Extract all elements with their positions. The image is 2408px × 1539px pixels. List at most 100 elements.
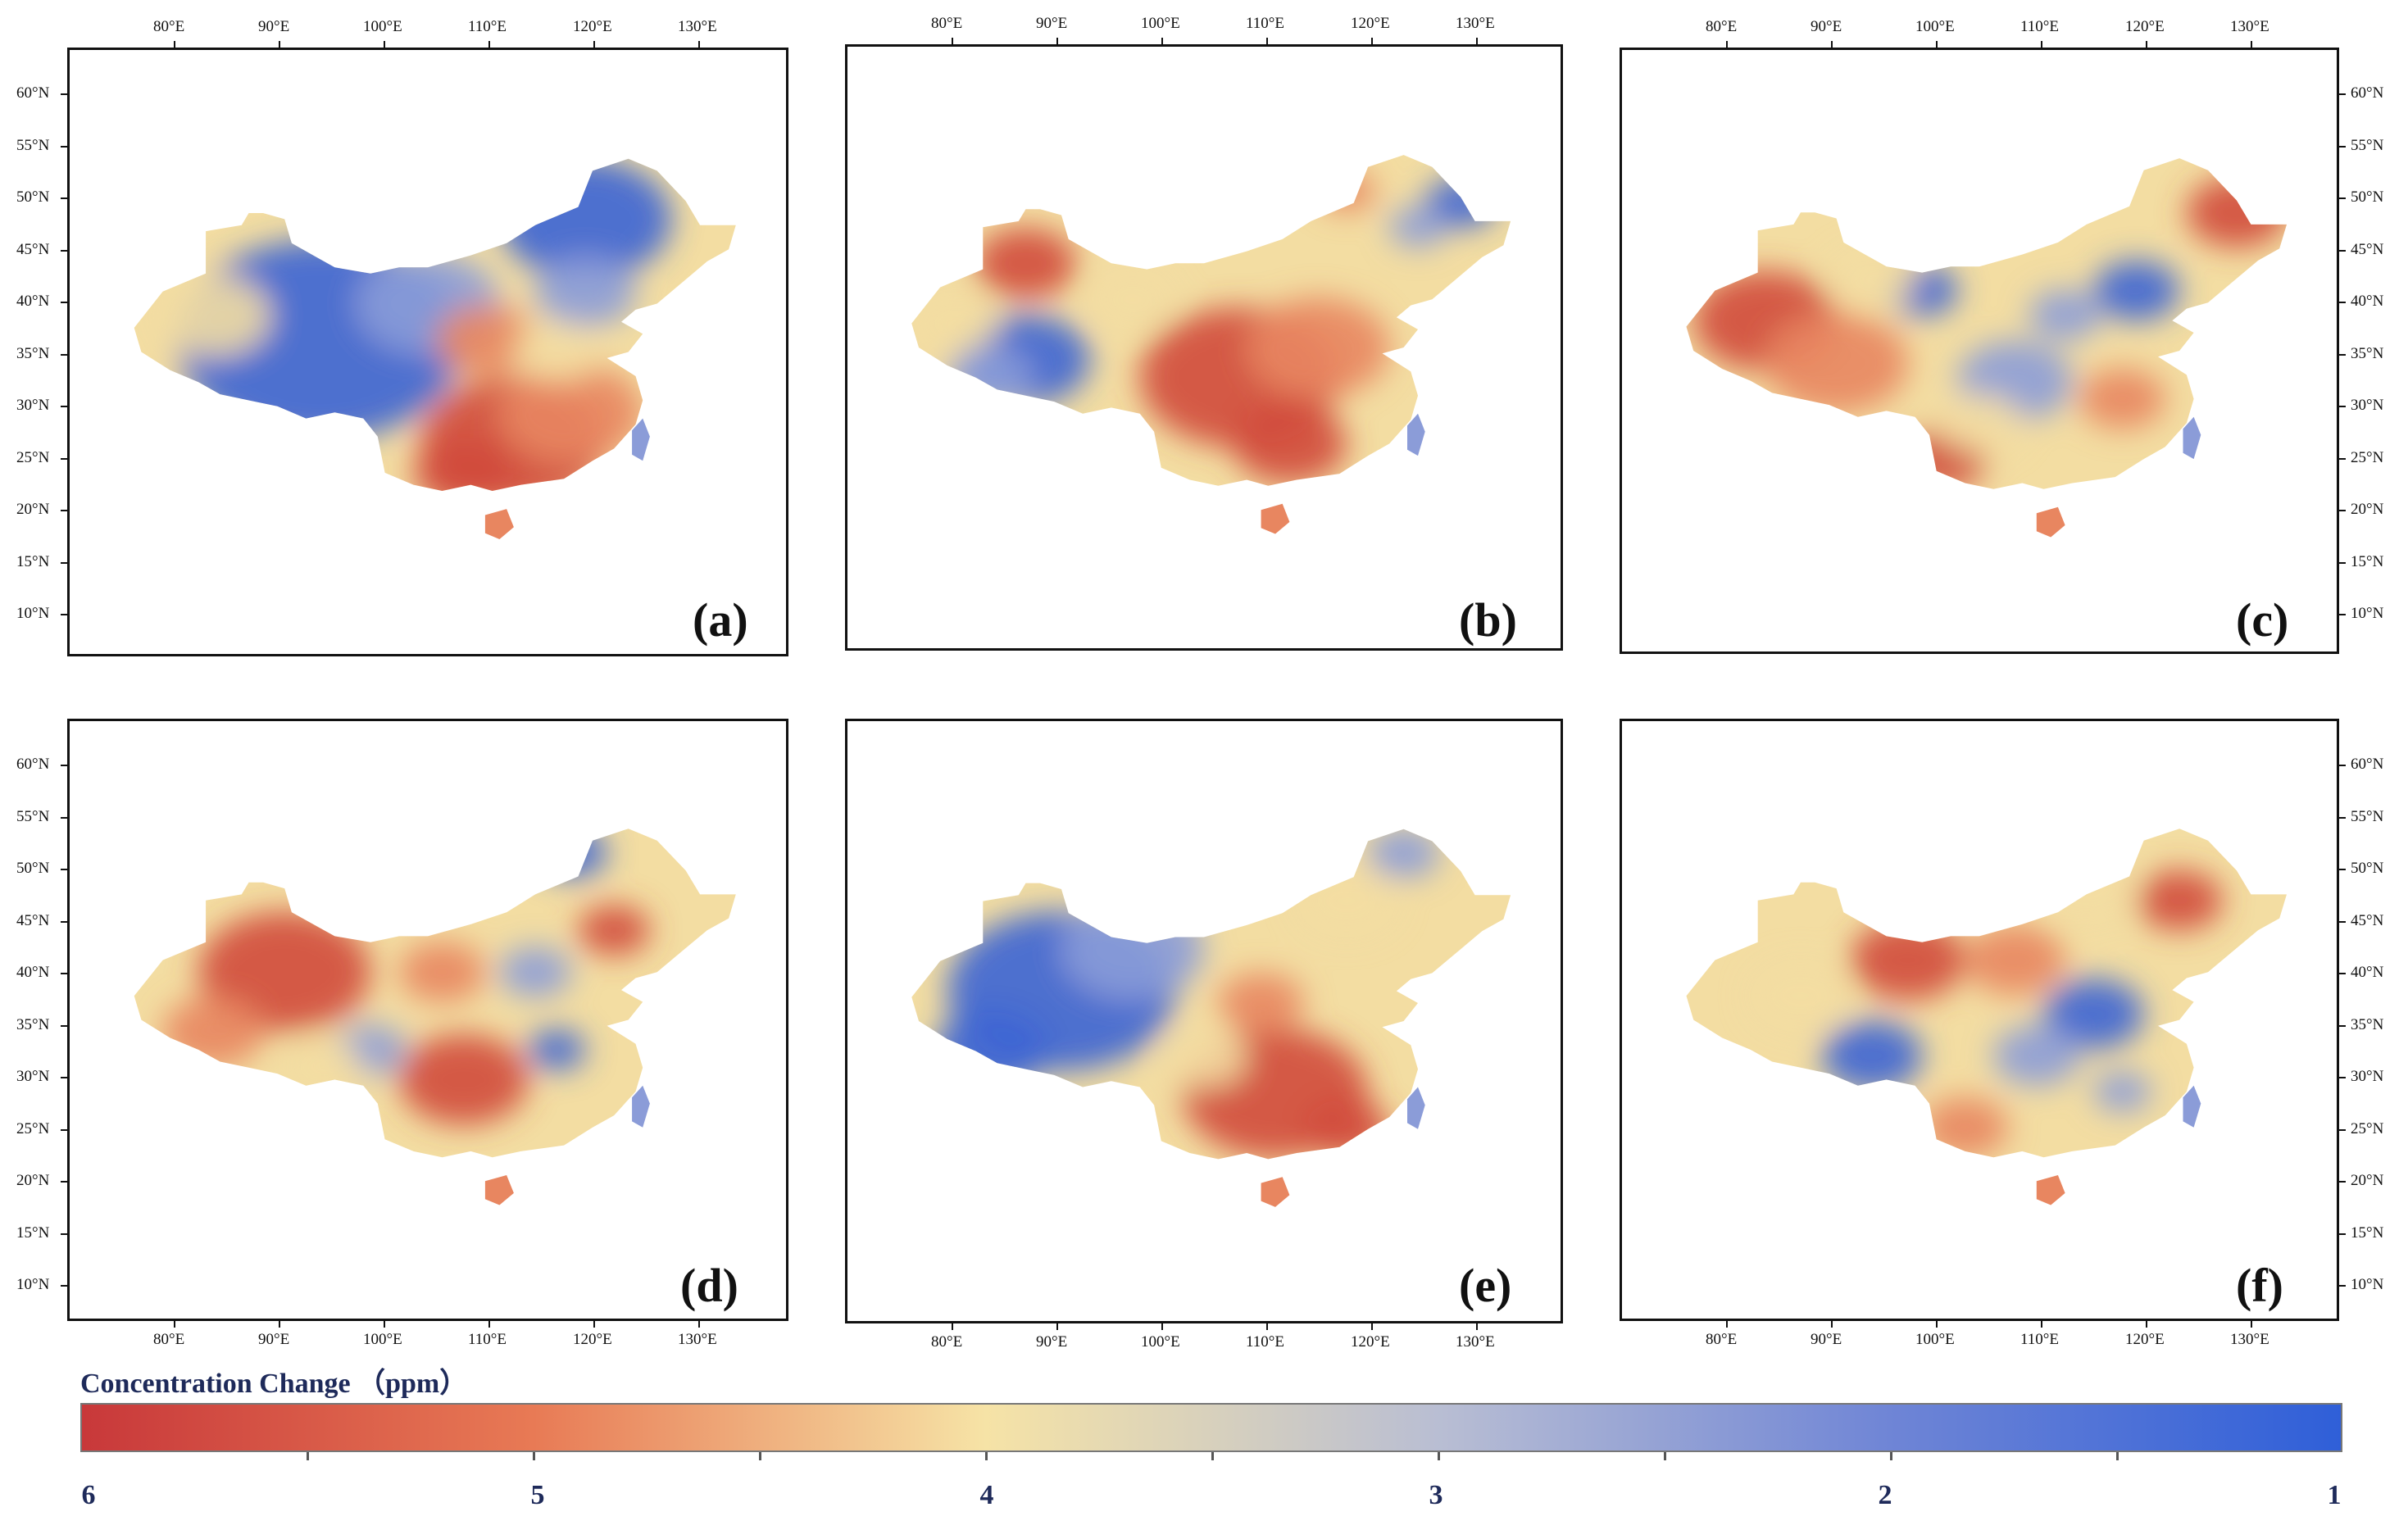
concentration-patch	[499, 362, 643, 463]
map-e	[911, 829, 1511, 1207]
lat-tick-label: 15°N	[16, 552, 50, 570]
concentration-patch	[434, 305, 536, 375]
lon-tick-label: 130°E	[1456, 1333, 1495, 1351]
concentration-patch	[1089, 269, 1176, 329]
lon-tick-label: 100°E	[1141, 1333, 1180, 1351]
lat-tick-label: 40°N	[16, 293, 50, 310]
lon-tick-label: 80°E	[153, 1331, 185, 1348]
lon-tick-label: 110°E	[1246, 1333, 1284, 1351]
lat-tick-mark	[2339, 765, 2346, 766]
lat-tick-label: 45°N	[16, 240, 50, 258]
lat-tick-mark	[61, 1233, 67, 1235]
lat-tick-label: 40°N	[2351, 293, 2384, 310]
lon-tick-label: 130°E	[678, 18, 717, 35]
lon-tick-label: 90°E	[258, 18, 290, 35]
lon-tick-label: 90°E	[1811, 1331, 1842, 1348]
lat-tick-mark	[61, 869, 67, 870]
lat-tick-label: 35°N	[16, 344, 50, 362]
map-panel-f	[1620, 719, 2339, 1321]
lat-tick-mark	[2339, 249, 2346, 252]
concentration-patch	[2093, 1071, 2151, 1112]
lat-tick-mark	[61, 249, 67, 252]
taiwan-island	[2183, 416, 2201, 460]
lat-tick-label: 15°N	[2351, 552, 2384, 570]
lat-tick-label: 45°N	[16, 911, 50, 929]
lon-tick-label: 90°E	[1036, 1333, 1068, 1351]
colorbar-label: 6	[81, 1480, 96, 1510]
lat-tick-label: 20°N	[2351, 501, 2384, 518]
lon-tick-mark	[279, 41, 280, 48]
concentration-patch	[947, 347, 1034, 408]
lat-tick-label: 25°N	[16, 448, 50, 466]
lat-tick-label: 45°N	[2351, 240, 2384, 258]
lon-tick-mark	[488, 41, 490, 48]
lon-tick-label: 110°E	[468, 18, 507, 35]
lat-tick-mark	[2339, 1285, 2346, 1287]
lat-tick-mark	[2339, 1077, 2346, 1078]
lat-tick-label: 20°N	[16, 501, 50, 518]
concentration-patch	[499, 947, 571, 997]
lat-tick-label: 15°N	[16, 1223, 50, 1242]
lon-tick-mark	[1266, 1323, 1268, 1330]
lat-tick-label: 10°N	[16, 1276, 50, 1293]
lat-tick-mark	[61, 1077, 67, 1078]
concentration-patch	[1389, 207, 1447, 247]
lat-tick-mark	[61, 510, 67, 511]
lat-tick-mark	[2339, 457, 2346, 460]
lat-tick-label: 50°N	[16, 860, 50, 877]
colorbar-tick	[307, 1452, 309, 1460]
concentration-patch	[535, 829, 607, 878]
map-panel-a	[67, 48, 788, 656]
lat-tick-mark	[61, 457, 67, 460]
concentration-patch	[1993, 1025, 2080, 1086]
colorbar-label: 2	[1878, 1480, 1892, 1510]
lon-tick-label: 80°E	[1706, 18, 1738, 35]
lat-tick-label: 30°N	[2351, 1068, 2384, 1085]
lon-tick-label: 120°E	[2125, 1331, 2165, 1348]
lat-tick-label: 20°N	[2351, 1172, 2384, 1189]
concentration-patch	[1922, 1097, 2008, 1158]
lat-tick-label: 20°N	[16, 1172, 50, 1189]
lon-tick-mark	[2251, 1321, 2252, 1328]
colorbar-tick	[985, 1452, 988, 1460]
lon-tick-label: 100°E	[363, 1331, 402, 1348]
lat-tick-mark	[2339, 1128, 2346, 1131]
lat-tick-mark	[2339, 816, 2346, 819]
lat-tick-label: 60°N	[16, 84, 50, 102]
lon-tick-mark	[2041, 1321, 2042, 1328]
lon-tick-mark	[1266, 38, 1268, 44]
lon-tick-mark	[593, 1321, 595, 1328]
concentration-patch	[513, 321, 600, 383]
concentration-patch	[1297, 866, 1397, 937]
lat-tick-mark	[2339, 614, 2346, 615]
lat-tick-mark	[61, 973, 67, 974]
lat-tick-mark	[61, 1285, 67, 1287]
colorbar-tick	[533, 1452, 535, 1460]
lon-tick-mark	[279, 1321, 280, 1328]
lon-tick-mark	[2146, 41, 2147, 48]
hainan-island	[2036, 1175, 2065, 1205]
lon-tick-label: 110°E	[1246, 15, 1284, 32]
panel-label-a: (a)	[693, 593, 748, 647]
hainan-island	[484, 509, 514, 539]
lon-tick-label: 130°E	[1456, 15, 1495, 32]
colorbar-title: Concentration Change （ppm）	[80, 1369, 468, 1399]
concentration-patch	[1303, 1099, 1390, 1160]
concentration-patch	[277, 1037, 364, 1098]
map-panel-b	[845, 44, 1563, 651]
concentration-patch	[1851, 919, 1965, 1001]
lon-tick-label: 130°E	[2230, 1331, 2269, 1348]
lon-tick-label: 120°E	[573, 1331, 612, 1348]
lat-tick-mark	[2339, 973, 2346, 974]
lon-tick-label: 80°E	[153, 18, 185, 35]
lon-tick-mark	[2146, 1321, 2147, 1328]
lon-tick-mark	[174, 41, 175, 48]
lon-tick-mark	[1161, 38, 1163, 44]
panel-label-d: (d)	[680, 1259, 738, 1312]
lat-tick-label: 50°N	[2351, 188, 2384, 206]
concentration-patch	[911, 293, 997, 354]
lat-tick-mark	[61, 1024, 67, 1027]
lat-tick-label: 35°N	[16, 1015, 50, 1033]
lat-tick-mark	[61, 1128, 67, 1131]
lon-tick-mark	[174, 1321, 175, 1328]
